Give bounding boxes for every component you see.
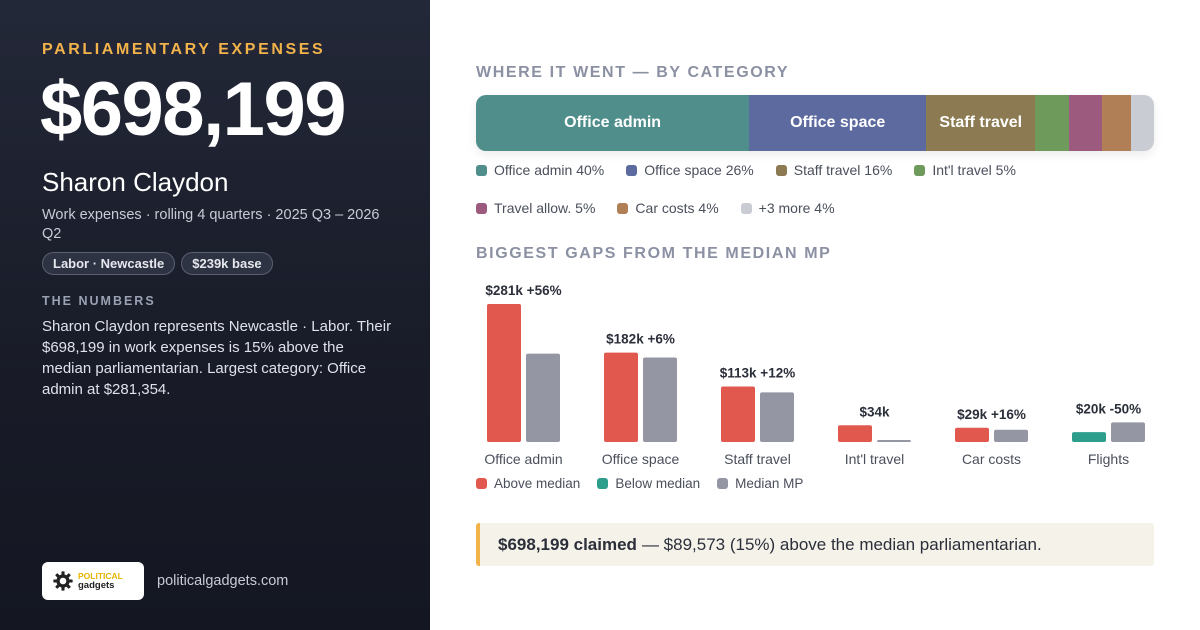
gaps-chart: $281k +56% Office admin $182k +6% Office sp… [476, 275, 1166, 505]
mp-bar [604, 352, 638, 442]
category-tick-label: Flights [1088, 451, 1129, 467]
legend-item: +3 more 4% [740, 198, 835, 218]
legend-item: Office space 26% [626, 160, 754, 180]
median-bar [1111, 422, 1145, 442]
legend-label: Car costs 4% [635, 200, 719, 216]
legend-item: Above median [476, 476, 580, 491]
legend-swatch [476, 202, 487, 214]
legend-item: Office admin 40% [476, 160, 604, 180]
logo-line-1: POLITICAL [78, 571, 123, 581]
legend-label: Office space 26% [644, 162, 754, 178]
category-tick-label: Office space [602, 451, 680, 467]
legend-swatch [717, 478, 729, 489]
category-segment: Office admin [476, 95, 750, 151]
median-bar [877, 440, 911, 442]
category-tick-label: Int'l travel [845, 451, 904, 467]
category-tick-label: Staff travel [724, 451, 791, 467]
mp-bar [721, 386, 755, 442]
legend-swatch [476, 164, 487, 176]
category-legend: Office admin 40% Office space 26% Staff tr… [476, 160, 1076, 236]
category-heading: WHERE IT WENT — BY CATEGORY [476, 64, 790, 81]
legend-label: Int'l travel 5% [932, 162, 1016, 178]
category-tick-label: Car costs [962, 451, 1021, 467]
summary-panel: PARLIAMENTARY EXPENSES $698,199 Sharon C… [0, 0, 430, 630]
legend-label: Above median [494, 476, 581, 491]
legend-item: Median MP [717, 476, 803, 491]
callout-text: — $89,573 (15%) above the median parliam… [641, 534, 1042, 554]
logo-wordmark: POLITICAL gadgets [78, 571, 123, 591]
callout-amount: $698,199 claimed [498, 534, 637, 554]
legend-swatch [914, 164, 926, 176]
legend-item: Int'l travel 5% [914, 160, 1016, 180]
category-segment [1035, 95, 1069, 151]
legend-item: Travel allow. 5% [476, 198, 595, 218]
gear-icon [53, 571, 73, 591]
legend-swatch [775, 164, 787, 176]
legend-item: Staff travel 16% [775, 160, 893, 180]
pill-row: Labor · Newcastle $239k base [42, 252, 273, 275]
site-link[interactable]: politicalgadgets.com [157, 573, 289, 589]
legend-label: Staff travel 16% [793, 162, 893, 178]
legend-label: Office admin 40% [494, 162, 605, 178]
brand-logo[interactable]: POLITICAL gadgets [42, 562, 144, 600]
bar-data-label: $281k +56% [485, 283, 561, 298]
category-segment [1101, 95, 1131, 151]
legend-swatch [617, 202, 629, 214]
mp-bar [955, 427, 989, 442]
bar-data-label: $34k [859, 404, 890, 419]
legend-swatch [476, 478, 487, 489]
category-stacked-bar: Office admin Office space Staff travel [476, 95, 1154, 151]
legend-label: Below median [615, 476, 701, 491]
period-subtitle: Work expenses · rolling 4 quarters · 202… [42, 207, 380, 242]
gaps-legend: Above median Below median Median MP [476, 476, 803, 491]
legend-label: Travel allow. 5% [494, 200, 596, 216]
legend-label: Median MP [735, 476, 804, 491]
logo-line-2: gadgets [78, 580, 115, 591]
gaps-bar-chart: $281k +56% Office admin $182k +6% Office sp… [484, 283, 1145, 467]
mp-bar [838, 425, 872, 442]
median-bar [760, 392, 794, 442]
bar-data-label: $113k +12% [720, 366, 795, 381]
category-segment: Office space [749, 95, 927, 151]
category-segment [1068, 95, 1102, 151]
category-tick-label: Office admin [484, 451, 562, 467]
total-amount: $698,199 [40, 67, 347, 152]
numbers-body: Sharon Claydon represents Newcastle · La… [42, 318, 392, 398]
legend-item: Below median [597, 476, 700, 491]
mp-name: Sharon Claydon [42, 167, 229, 197]
kicker: PARLIAMENTARY EXPENSES [42, 41, 326, 58]
mp-bar [487, 304, 521, 442]
median-bar [643, 357, 677, 442]
mp-bar [1072, 432, 1106, 442]
legend-swatch [626, 164, 638, 176]
base-salary-pill: $239k base [181, 252, 273, 275]
bar-data-label: $20k -50% [1076, 401, 1141, 416]
party-seat-pill: Labor · Newcastle [42, 252, 176, 275]
numbers-heading: THE NUMBERS [42, 294, 156, 308]
bar-data-label: $29k +16% [957, 407, 1026, 422]
bar-data-label: $182k +6% [606, 332, 675, 347]
category-segment [1130, 95, 1154, 151]
legend-item: Car costs 4% [617, 198, 719, 218]
category-segment: Staff travel [926, 95, 1036, 151]
legend-swatch [740, 202, 752, 214]
median-bar [994, 429, 1028, 442]
legend-label: +3 more 4% [758, 200, 835, 216]
gaps-heading: BIGGEST GAPS FROM THE MEDIAN MP [476, 245, 832, 262]
summary-callout: $698,199 claimed — $89,573 (15%) above t… [476, 523, 1154, 566]
median-bar [526, 353, 560, 442]
legend-swatch [597, 478, 609, 489]
